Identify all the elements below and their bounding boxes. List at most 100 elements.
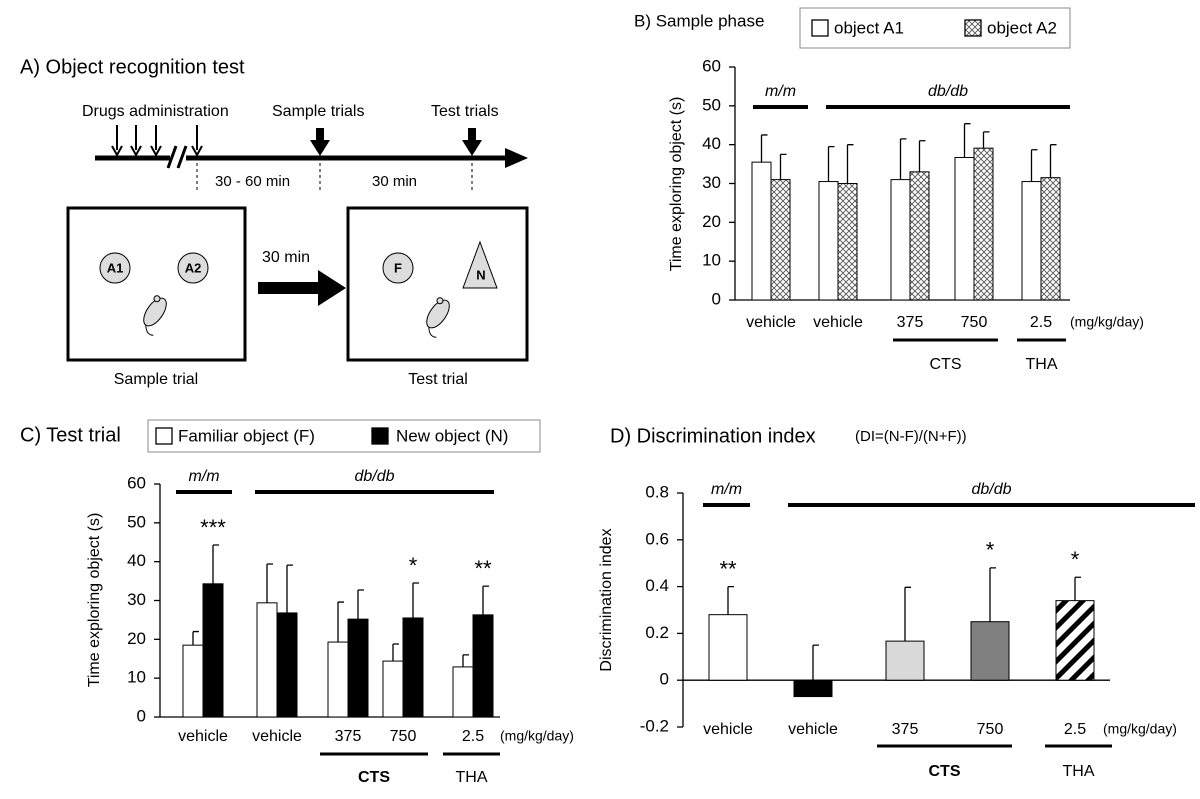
box-caption: Test trial	[408, 371, 468, 388]
bar	[1055, 600, 1095, 681]
y-axis-label: Discrimination index	[598, 528, 615, 671]
error-bar	[357, 589, 364, 620]
significance-label: **	[474, 556, 492, 581]
error-bar	[989, 567, 996, 622]
y-tick-label: 0	[712, 289, 721, 308]
error-bar	[266, 563, 273, 603]
bar	[182, 644, 204, 718]
error-bar	[760, 134, 768, 163]
bar	[708, 614, 748, 681]
significance-label: *	[409, 553, 418, 578]
error-bar	[1074, 576, 1081, 601]
error-bar	[412, 582, 419, 618]
legend	[147, 419, 541, 453]
error-bar	[918, 140, 926, 172]
bar	[909, 171, 930, 301]
y-tick-label: 40	[127, 551, 146, 570]
x-tick-label: 375	[897, 314, 924, 331]
mouse	[426, 297, 450, 338]
unit-label: (mg/kg/day)	[1070, 314, 1144, 330]
x-tick-label: 2.5	[462, 728, 484, 745]
y-axis-label: Time exploring object (s)	[86, 513, 103, 688]
bar	[970, 621, 1010, 681]
strain-label: m/m	[765, 83, 796, 100]
chart-title: B) Sample phase	[634, 11, 764, 30]
error-bar	[779, 153, 787, 180]
y-tick-label: 0	[137, 706, 146, 725]
legend-swatch	[155, 427, 173, 445]
error-bar	[1049, 144, 1057, 178]
drug-label: THA	[456, 769, 488, 786]
strain-label: m/m	[711, 481, 742, 498]
y-tick-label: 0.8	[645, 482, 669, 501]
x-tick-label: 2.5	[1064, 721, 1086, 738]
drug-label: CTS	[930, 356, 962, 373]
y-tick-label: 30	[702, 173, 721, 192]
chart: B) Sample phase Time exploring object (s)…	[634, 7, 1144, 373]
chart: D) Discrimination index (DI=(N-F)/(N+F)) D…	[598, 425, 1195, 780]
x-tick-label: 375	[892, 721, 919, 738]
y-tick-label: 40	[702, 134, 721, 153]
error-bar	[212, 544, 219, 584]
timeline-label: Test trials	[431, 103, 499, 120]
x-tick-label: 2.5	[1030, 314, 1052, 331]
bar	[885, 640, 925, 681]
timeline	[95, 125, 528, 192]
box-caption: Sample trial	[114, 371, 198, 388]
bar	[202, 583, 224, 718]
mouse	[143, 295, 167, 336]
x-tick-label: vehicle	[746, 314, 796, 331]
sample-box	[66, 206, 247, 362]
y-tick-label: 0.6	[645, 529, 669, 548]
strain-label: db/db	[971, 481, 1011, 498]
delay-arrow	[258, 270, 346, 306]
error-bar	[812, 644, 819, 697]
y-tick-label: 0	[660, 670, 669, 689]
error-bar	[286, 564, 293, 613]
timeline-label: Sample trials	[272, 103, 364, 120]
drug-label: THA	[1063, 763, 1095, 780]
legend-label: New object (N)	[396, 426, 508, 445]
error-bar	[337, 601, 344, 643]
x-tick-label: 750	[961, 314, 988, 331]
x-tick-label: vehicle	[813, 314, 863, 331]
strain-label: m/m	[188, 468, 219, 485]
y-tick-label: 0.2	[645, 623, 669, 642]
x-tick-label: 750	[977, 721, 1004, 738]
error-bar	[963, 123, 971, 158]
legend-swatch	[811, 19, 829, 37]
bar	[1040, 177, 1061, 301]
y-tick-label: 10	[702, 251, 721, 270]
strain-label: db/db	[928, 83, 968, 100]
legend-label: Familiar object (F)	[178, 426, 315, 445]
interval-label: 30 min	[372, 173, 417, 190]
diagram-title: A) Object recognition test	[20, 56, 245, 78]
bar	[347, 618, 369, 718]
y-tick-label: 60	[702, 56, 721, 75]
x-tick-label: 750	[390, 728, 417, 745]
x-tick-label: vehicle	[703, 721, 753, 738]
delay-label: 30 min	[262, 249, 310, 266]
y-tick-label: -0.2	[640, 716, 669, 735]
object	[99, 252, 131, 284]
object-label: F	[394, 260, 402, 275]
error-bar	[904, 586, 911, 642]
significance-label: ***	[200, 515, 226, 540]
bar	[751, 161, 772, 301]
significance-label: *	[1071, 547, 1080, 572]
y-tick-label: 60	[127, 473, 146, 492]
object	[382, 252, 414, 284]
error-bar	[846, 144, 854, 184]
bar	[472, 614, 494, 718]
error-bar	[899, 138, 907, 180]
y-tick-label: 50	[702, 95, 721, 114]
x-tick-label: 375	[335, 728, 362, 745]
bar	[402, 617, 424, 718]
legend-swatch	[371, 427, 389, 445]
error-bar	[727, 585, 734, 615]
chart-title: C) Test trial	[20, 424, 121, 446]
legend-label: object A2	[987, 18, 1057, 37]
legend-swatch	[964, 19, 982, 37]
unit-label: (mg/kg/day)	[500, 728, 574, 744]
